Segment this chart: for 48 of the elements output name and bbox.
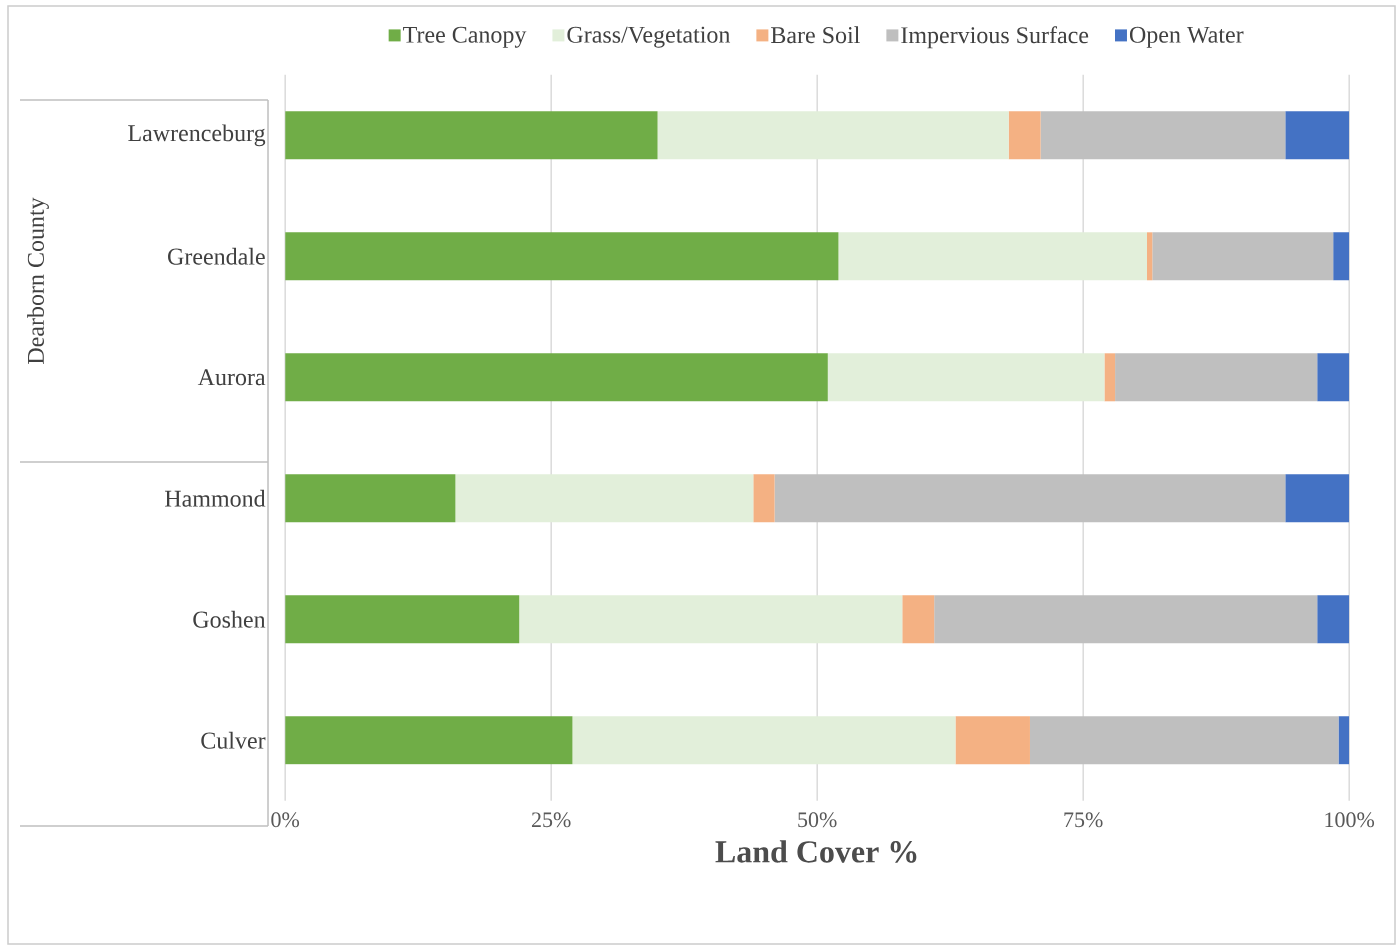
bar [455,474,754,523]
bar [1104,353,1116,402]
y-tick-label: Lawrenceburg [128,124,266,147]
legend-label: Tree Canopy [403,26,527,48]
bar [657,111,1009,160]
bar [1115,353,1318,402]
legend-label: Grass/Vegetation [567,26,731,48]
bar [285,595,520,644]
bar [519,595,903,644]
y-tick-label: Goshen [193,610,266,628]
bar [285,474,456,523]
bar [838,232,1147,281]
bar [1317,353,1350,402]
bar [1147,232,1153,281]
bar [902,595,935,644]
bar [1338,716,1350,765]
bar [827,353,1105,402]
x-tick-label: 100% [1325,812,1375,828]
bar [285,111,658,160]
bar [285,716,573,765]
bar [1152,232,1334,281]
x-tick-label: 50% [798,812,837,828]
bar [285,232,839,281]
bar [774,474,1286,523]
bar [1285,474,1350,523]
x-tick-label: 0% [271,812,300,828]
bar [1317,595,1350,644]
bar [1040,111,1286,160]
bar [1285,111,1350,160]
legend-label: Impervious Surface [901,26,1089,49]
x-tick-label: 75% [1064,812,1103,828]
y-tick-label: Greendale [168,247,265,265]
bar [285,353,828,402]
bar [1333,232,1350,281]
legend-label: Open Water [1129,26,1244,48]
y-tick-label: Culver [201,731,266,749]
text: Dearborn County [27,197,49,364]
bar [1029,716,1339,765]
bar [1008,111,1041,160]
bar [955,716,1030,765]
bar [934,595,1318,644]
y-tick-label: Aurora [197,369,266,386]
bar [753,474,775,523]
x-tick-label: 25% [531,812,571,828]
legend-label: Bare Soil [771,26,860,44]
bar [572,716,956,765]
x-axis-title: Land Cover % [715,840,917,863]
y-tick-label: Hammond [164,489,266,507]
